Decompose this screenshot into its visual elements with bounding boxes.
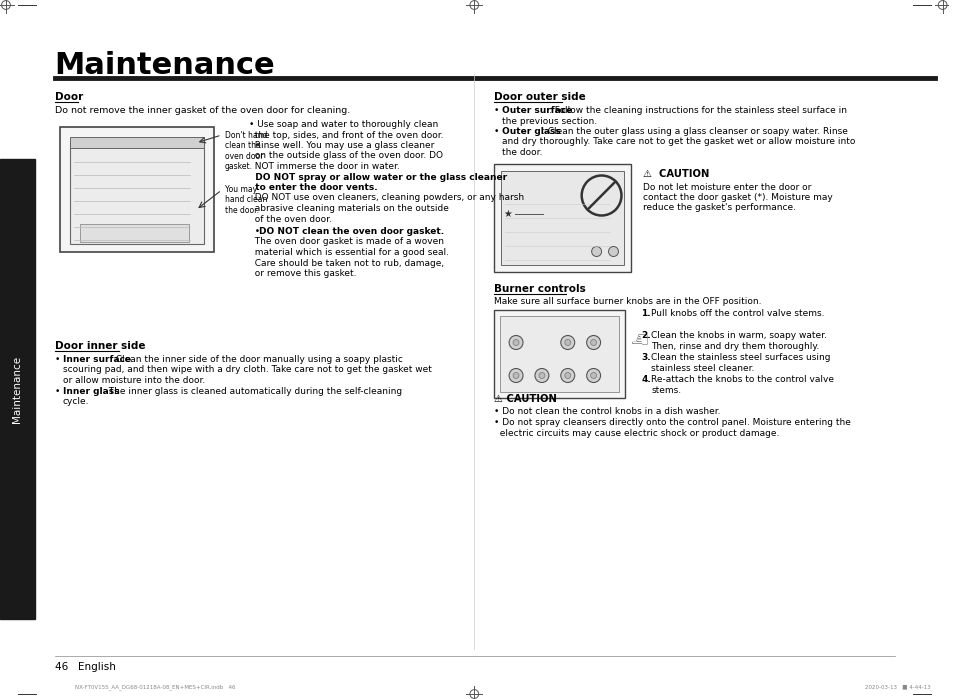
Text: 3.: 3. xyxy=(640,354,650,363)
Circle shape xyxy=(538,373,544,378)
Text: electric circuits may cause electric shock or product damage.: electric circuits may cause electric sho… xyxy=(494,428,779,438)
Text: 2020-03-13   ■ 4-44-13: 2020-03-13 ■ 4-44-13 xyxy=(864,684,930,689)
Text: • Do not spray cleansers directly onto the control panel. Moisture entering the: • Do not spray cleansers directly onto t… xyxy=(494,418,850,427)
Text: • Use soap and water to thoroughly clean: • Use soap and water to thoroughly clean xyxy=(249,120,437,129)
Bar xyxy=(0,159,34,619)
Text: Then, rinse and dry them thoroughly.: Then, rinse and dry them thoroughly. xyxy=(651,342,819,351)
Bar xyxy=(70,137,204,148)
Text: Maintenance: Maintenance xyxy=(54,51,275,80)
Circle shape xyxy=(513,340,518,345)
Text: : Follow the cleaning instructions for the stainless steel surface in: : Follow the cleaning instructions for t… xyxy=(549,106,846,115)
Text: DO NOT use oven cleaners, cleaning powders, or any harsh: DO NOT use oven cleaners, cleaning powde… xyxy=(249,194,523,203)
Text: Pull knobs off the control valve stems.: Pull knobs off the control valve stems. xyxy=(651,310,824,319)
Text: Maintenance: Maintenance xyxy=(11,355,22,423)
Text: : Clean the inner side of the door manually using a soapy plastic: : Clean the inner side of the door manua… xyxy=(110,355,402,364)
Text: Make sure all surface burner knobs are in the OFF position.: Make sure all surface burner knobs are i… xyxy=(494,298,760,306)
Text: •: • xyxy=(249,227,262,236)
Text: or allow moisture into the door.: or allow moisture into the door. xyxy=(63,376,205,385)
Text: •: • xyxy=(54,355,63,364)
Circle shape xyxy=(564,340,570,345)
Text: 4.: 4. xyxy=(640,375,650,384)
Text: NOT immerse the door in water.: NOT immerse the door in water. xyxy=(249,162,399,171)
Text: DO NOT clean the oven door gasket.: DO NOT clean the oven door gasket. xyxy=(258,227,443,236)
Bar xyxy=(70,141,204,244)
Text: •: • xyxy=(494,106,502,115)
Text: the previous section.: the previous section. xyxy=(501,117,597,126)
Text: scouring pad, and then wipe with a dry cloth. Take care not to get the gasket we: scouring pad, and then wipe with a dry c… xyxy=(63,366,431,375)
Text: Rinse well. You may use a glass cleaner: Rinse well. You may use a glass cleaner xyxy=(249,141,434,150)
Text: Don't hand
clean the
oven door
gasket.: Don't hand clean the oven door gasket. xyxy=(225,131,267,171)
Text: on the outside glass of the oven door. DO: on the outside glass of the oven door. D… xyxy=(249,152,442,161)
Bar xyxy=(494,310,625,398)
Text: the top, sides, and front of the oven door.: the top, sides, and front of the oven do… xyxy=(249,131,442,140)
Text: Inner glass: Inner glass xyxy=(63,387,119,396)
Circle shape xyxy=(586,336,600,350)
Text: DO NOT spray or allow water or the glass cleaner: DO NOT spray or allow water or the glass… xyxy=(249,173,506,182)
Circle shape xyxy=(586,368,600,382)
Bar xyxy=(79,224,189,242)
Text: the door.: the door. xyxy=(501,148,542,157)
Text: : Clean the outer glass using a glass cleanser or soapy water. Rinse: : Clean the outer glass using a glass cl… xyxy=(541,127,847,136)
Text: Door inner side: Door inner side xyxy=(54,341,145,351)
Circle shape xyxy=(513,373,518,378)
Text: ☞: ☞ xyxy=(627,326,647,345)
Text: •: • xyxy=(54,387,63,396)
Circle shape xyxy=(509,368,522,382)
Circle shape xyxy=(535,368,548,382)
Text: stems.: stems. xyxy=(651,386,680,395)
Text: or remove this gasket.: or remove this gasket. xyxy=(249,269,355,278)
Text: Clean the stainless steel surfaces using: Clean the stainless steel surfaces using xyxy=(651,354,830,363)
Text: 46   English: 46 English xyxy=(54,662,115,672)
Text: Re-attach the knobs to the control valve: Re-attach the knobs to the control valve xyxy=(651,375,834,384)
Text: NX-FT0V155_AA_DG68-01218A-08_EN+MES+CIR.indb   46: NX-FT0V155_AA_DG68-01218A-08_EN+MES+CIR.… xyxy=(74,684,234,690)
Bar xyxy=(494,164,631,271)
Text: Outer glass: Outer glass xyxy=(501,127,560,136)
Text: ★: ★ xyxy=(503,208,512,219)
Text: The oven door gasket is made of a woven: The oven door gasket is made of a woven xyxy=(249,238,443,247)
Circle shape xyxy=(590,373,596,378)
Circle shape xyxy=(560,368,574,382)
Text: : The inner glass is cleaned automatically during the self-cleaning: : The inner glass is cleaned automatical… xyxy=(103,387,401,396)
Text: 2.: 2. xyxy=(640,331,650,340)
Text: ⚠ CAUTION: ⚠ CAUTION xyxy=(494,394,557,403)
Text: Door outer side: Door outer side xyxy=(494,92,585,102)
Text: Clean the knobs in warm, soapy water.: Clean the knobs in warm, soapy water. xyxy=(651,331,826,340)
Text: to enter the door vents.: to enter the door vents. xyxy=(249,183,376,192)
Circle shape xyxy=(564,373,570,378)
Bar xyxy=(500,171,624,264)
Text: and dry thoroughly. Take care not to get the gasket wet or allow moisture into: and dry thoroughly. Take care not to get… xyxy=(501,138,855,147)
Text: Door: Door xyxy=(54,92,83,102)
Text: material which is essential for a good seal.: material which is essential for a good s… xyxy=(249,248,448,257)
Circle shape xyxy=(560,336,574,350)
Text: contact the door gasket (*). Moisture may: contact the door gasket (*). Moisture ma… xyxy=(642,193,832,202)
Text: You may
hand clean
the door.: You may hand clean the door. xyxy=(225,185,267,215)
Text: stainless steel cleaner.: stainless steel cleaner. xyxy=(651,364,754,373)
Text: of the oven door.: of the oven door. xyxy=(249,215,331,224)
Text: Burner controls: Burner controls xyxy=(494,284,585,294)
Text: Outer surface: Outer surface xyxy=(501,106,572,115)
Text: Do not remove the inner gasket of the oven door for cleaning.: Do not remove the inner gasket of the ov… xyxy=(54,106,350,115)
Text: ⚠  CAUTION: ⚠ CAUTION xyxy=(642,168,709,178)
Text: • Do not clean the control knobs in a dish washer.: • Do not clean the control knobs in a di… xyxy=(494,408,720,417)
Text: Do not let moisture enter the door or: Do not let moisture enter the door or xyxy=(642,182,811,192)
Text: abrasive cleaning materials on the outside: abrasive cleaning materials on the outsi… xyxy=(249,204,448,213)
Circle shape xyxy=(591,247,601,257)
Text: •: • xyxy=(494,127,502,136)
Text: cycle.: cycle. xyxy=(63,397,89,406)
Text: Care should be taken not to rub, damage,: Care should be taken not to rub, damage, xyxy=(249,259,443,268)
Text: Inner surface: Inner surface xyxy=(63,355,131,364)
Circle shape xyxy=(509,336,522,350)
Bar xyxy=(499,315,618,391)
Circle shape xyxy=(608,247,618,257)
Circle shape xyxy=(590,340,596,345)
Text: reduce the gasket's performance.: reduce the gasket's performance. xyxy=(642,203,796,212)
Bar xyxy=(60,127,213,252)
Text: 1.: 1. xyxy=(640,310,650,319)
